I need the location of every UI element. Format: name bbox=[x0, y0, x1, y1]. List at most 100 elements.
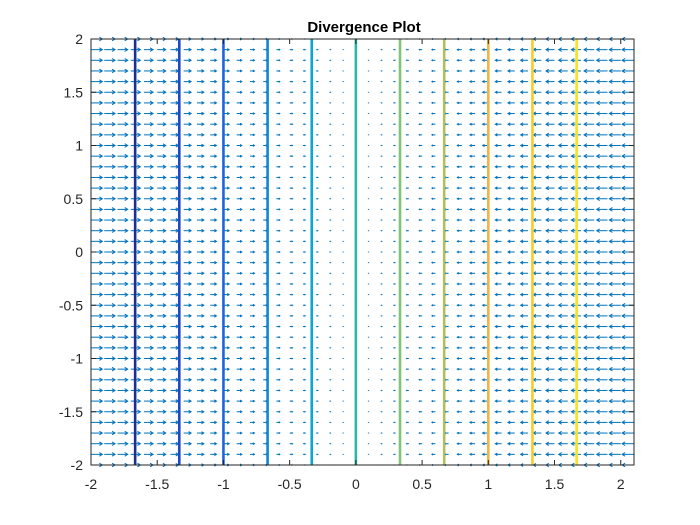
quiver-arrowhead bbox=[494, 378, 498, 382]
quiver-arrowhead bbox=[545, 409, 550, 414]
quiver-arrowhead bbox=[111, 324, 117, 329]
quiver-arrowhead bbox=[162, 111, 167, 116]
quiver-arrowhead bbox=[99, 420, 104, 425]
quiver-arrowhead bbox=[278, 218, 281, 222]
quiver-arrowhead bbox=[519, 399, 524, 403]
quiver-arrowhead bbox=[137, 260, 142, 265]
quiver-arrowhead bbox=[149, 185, 155, 191]
quiver-arrowhead bbox=[494, 58, 498, 62]
quiver-arrowhead bbox=[494, 303, 498, 307]
quiver-arrowhead bbox=[405, 197, 408, 200]
quiver-arrowhead bbox=[418, 251, 421, 253]
quiver-arrowhead bbox=[456, 421, 460, 424]
quiver-arrowhead bbox=[188, 122, 193, 127]
quiver-arrowhead bbox=[149, 366, 155, 372]
quiver-arrowhead bbox=[468, 261, 472, 265]
quiver-arrowhead bbox=[430, 48, 434, 51]
quiver-arrowhead bbox=[214, 314, 218, 318]
quiver-arrowhead bbox=[481, 420, 485, 424]
quiver-arrowhead bbox=[494, 122, 498, 126]
quiver-arrowhead bbox=[278, 378, 281, 381]
quiver-arrowhead bbox=[137, 441, 142, 446]
quiver-arrowhead bbox=[278, 197, 281, 200]
quiver-arrowhead bbox=[545, 154, 550, 159]
quiver-arrowhead bbox=[519, 292, 524, 297]
quiver-arrowhead bbox=[188, 303, 193, 308]
quiver-arrowhead bbox=[214, 218, 218, 222]
quiver-arrowhead bbox=[405, 368, 408, 371]
quiver-arrowhead bbox=[468, 431, 472, 435]
quiver-arrowhead bbox=[137, 345, 142, 351]
quiver-arrowhead bbox=[201, 207, 205, 212]
quiver-arrowhead bbox=[595, 68, 600, 74]
quiver-arrowhead bbox=[519, 228, 524, 233]
quiver-arrowhead bbox=[621, 58, 626, 63]
quiver-arrowhead bbox=[201, 47, 205, 52]
quiver-arrowhead bbox=[137, 377, 142, 383]
x-tick-label: 0 bbox=[352, 476, 360, 492]
quiver-arrowhead bbox=[494, 101, 498, 105]
quiver-arrowhead bbox=[507, 356, 511, 361]
quiver-arrowhead bbox=[201, 101, 205, 105]
quiver-arrowhead bbox=[252, 90, 256, 94]
quiver-arrowhead bbox=[456, 101, 460, 105]
quiver-arrowhead bbox=[481, 122, 485, 126]
quiver-arrowhead bbox=[239, 271, 243, 275]
quiver-arrowhead bbox=[214, 388, 218, 393]
quiver-arrowhead bbox=[137, 228, 142, 233]
quiver-arrowhead bbox=[481, 69, 485, 73]
quiver-arrowhead bbox=[278, 144, 281, 147]
quiver-arrowhead bbox=[621, 228, 626, 233]
quiver-arrowhead bbox=[468, 378, 472, 382]
quiver-arrowhead bbox=[188, 111, 193, 116]
quiver-arrowhead bbox=[252, 186, 256, 190]
quiver-arrowhead bbox=[278, 399, 281, 403]
quiver-arrowhead bbox=[278, 133, 281, 136]
quiver-arrowhead bbox=[519, 388, 524, 393]
quiver-arrowhead bbox=[149, 345, 155, 351]
quiver-arrowhead bbox=[214, 431, 218, 435]
quiver-arrowhead bbox=[226, 229, 231, 233]
quiver-arrowhead bbox=[201, 69, 205, 73]
quiver-arrowhead bbox=[201, 165, 205, 169]
quiver-arrowhead bbox=[124, 334, 129, 340]
quiver-arrowhead bbox=[507, 303, 511, 308]
quiver-arrowhead bbox=[149, 79, 155, 84]
quiver-arrowhead bbox=[583, 271, 588, 276]
quiver-arrowhead bbox=[456, 58, 460, 62]
quiver-arrowhead bbox=[392, 219, 395, 221]
quiver-arrowhead bbox=[239, 250, 243, 254]
quiver-arrowhead bbox=[162, 249, 167, 255]
quiver-arrowhead bbox=[468, 442, 472, 446]
quiver-arrowhead bbox=[418, 176, 421, 179]
quiver-arrowhead bbox=[278, 208, 281, 211]
quiver-arrowhead bbox=[570, 398, 575, 404]
quiver-arrowhead bbox=[201, 122, 205, 126]
quiver-arrowhead bbox=[239, 303, 243, 307]
quiver-arrowhead bbox=[468, 346, 472, 350]
quiver-arrowhead bbox=[188, 409, 193, 414]
quiver-arrowhead bbox=[583, 324, 588, 329]
quiver-arrowhead bbox=[405, 229, 408, 232]
quiver-arrowhead bbox=[557, 58, 562, 63]
quiver-arrowhead bbox=[304, 410, 307, 413]
quiver-arrowhead bbox=[545, 377, 550, 382]
quiver-arrowhead bbox=[405, 410, 408, 413]
quiver-arrowhead bbox=[99, 441, 104, 446]
quiver-arrowhead bbox=[252, 218, 256, 222]
quiver-arrowhead bbox=[252, 240, 256, 243]
quiver-arrowhead bbox=[137, 271, 142, 276]
quiver-arrowhead bbox=[317, 176, 319, 179]
quiver-arrowhead bbox=[137, 185, 142, 191]
quiver-arrowhead bbox=[557, 452, 562, 457]
quiver-arrowhead bbox=[252, 208, 256, 211]
quiver-arrowhead bbox=[392, 336, 395, 338]
quiver-arrowhead bbox=[162, 292, 167, 297]
quiver-arrowhead bbox=[405, 272, 408, 275]
quiver-arrowhead bbox=[124, 58, 129, 63]
quiver-arrowhead bbox=[149, 303, 155, 308]
quiver-arrowhead bbox=[392, 325, 395, 328]
quiver-arrowhead bbox=[304, 368, 307, 371]
quiver-arrowhead bbox=[201, 356, 205, 361]
quiver-arrowhead bbox=[162, 303, 167, 308]
